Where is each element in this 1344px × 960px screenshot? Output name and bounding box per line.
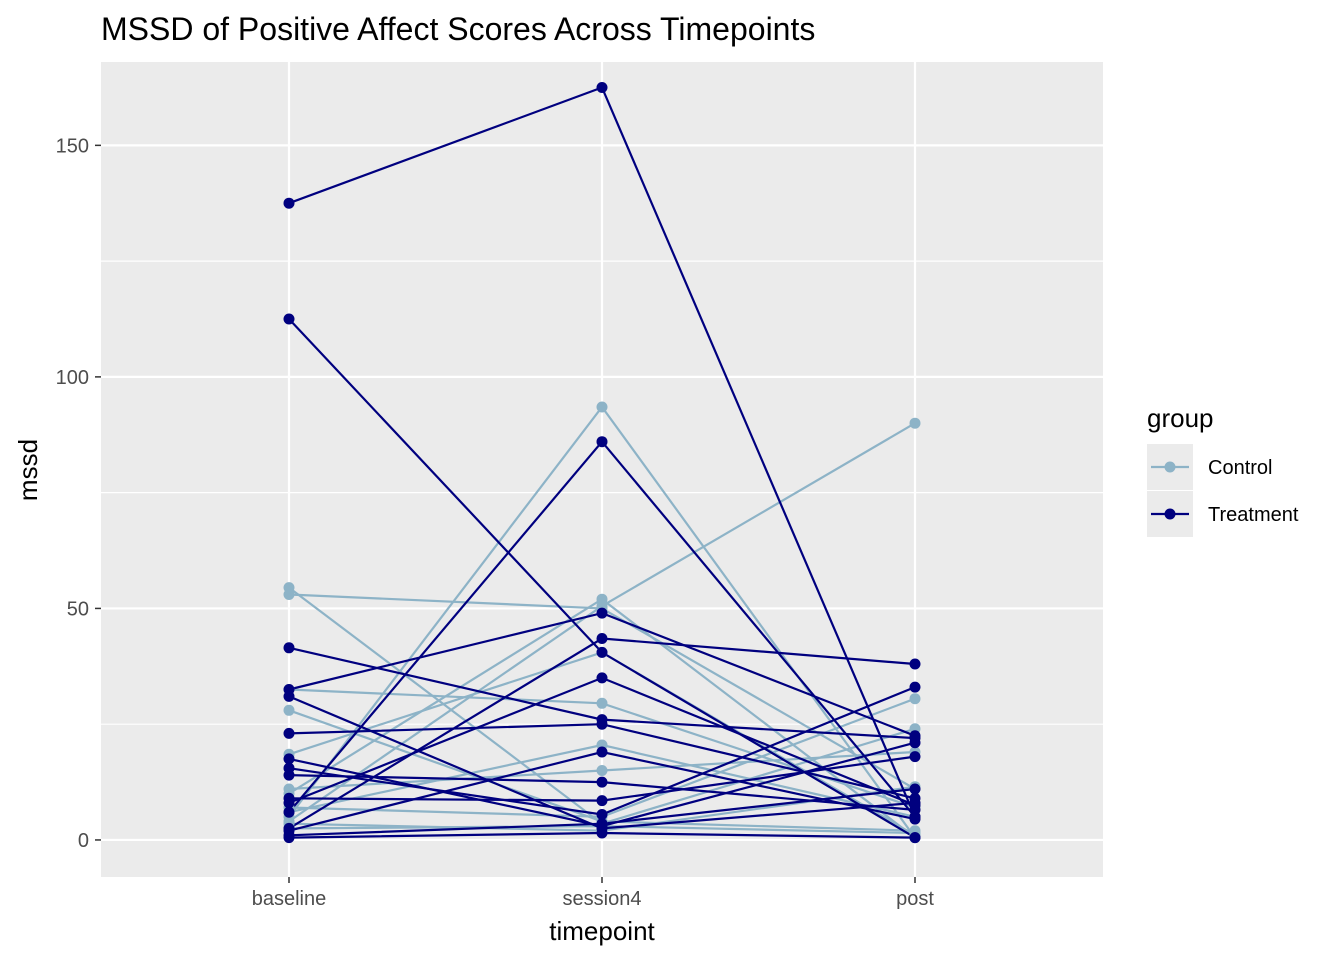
data-point-treatment-20-session4	[596, 809, 608, 820]
data-point-control-5-session4	[596, 765, 608, 776]
data-point-treatment-23-baseline	[283, 797, 295, 809]
data-point-treatment-17-baseline	[283, 690, 295, 702]
data-point-treatment-25-session4	[596, 633, 608, 644]
x-tick-label-session4: session4	[563, 888, 642, 910]
x-axis: baseline session4 post	[252, 877, 934, 910]
data-point-treatment-13-session4	[596, 82, 608, 93]
x-tick-label-baseline: baseline	[252, 888, 327, 910]
data-point-treatment-26-post	[909, 813, 921, 825]
data-point-treatment-24-session4	[596, 436, 608, 448]
y-tick-label: 0	[78, 830, 89, 852]
data-point-control-1-baseline	[283, 589, 295, 600]
data-point-treatment-24-baseline	[283, 806, 295, 818]
data-point-treatment-16-session4	[596, 607, 608, 619]
data-point-control-9-session4	[596, 401, 608, 413]
y-tick-label: 150	[56, 135, 89, 157]
y-axis-title: mssd	[13, 439, 43, 501]
data-point-treatment-21-session4	[596, 776, 608, 788]
legend: group Control Treatment	[1147, 403, 1299, 537]
data-point-treatment-27-post	[909, 783, 921, 795]
y-tick-label: 50	[67, 598, 89, 620]
y-tick-label: 100	[56, 367, 89, 389]
data-point-treatment-20-post	[909, 681, 921, 693]
data-point-control-7-post	[909, 693, 921, 705]
data-point-control-3-baseline	[283, 704, 295, 716]
y-axis: 0 50 100 150	[56, 135, 101, 852]
data-point-treatment-14-baseline	[283, 313, 295, 325]
legend-key-point-treatment	[1164, 508, 1176, 520]
data-point-treatment-23-post	[909, 799, 921, 811]
data-point-treatment-18-session4	[596, 718, 608, 730]
data-point-treatment-27-session4	[596, 818, 608, 830]
legend-label-control: Control	[1208, 457, 1272, 479]
legend-key-point-control	[1164, 461, 1176, 473]
data-point-control-10-post	[909, 417, 921, 429]
data-point-treatment-18-baseline	[283, 727, 295, 739]
x-tick-label-post: post	[896, 888, 934, 910]
data-point-treatment-22-post	[909, 751, 921, 763]
data-point-treatment-21-baseline	[283, 769, 295, 781]
data-point-treatment-22-session4	[596, 795, 608, 807]
data-point-treatment-28-session4	[596, 827, 608, 839]
data-point-treatment-28-baseline	[283, 832, 295, 844]
data-point-treatment-26-session4	[596, 746, 608, 758]
data-point-treatment-19-post	[909, 737, 921, 749]
data-point-treatment-15-baseline	[283, 642, 295, 654]
legend-title: group	[1147, 403, 1214, 433]
data-point-treatment-14-session4	[596, 646, 608, 658]
legend-label-treatment: Treatment	[1208, 504, 1299, 526]
data-point-control-2-session4	[596, 697, 608, 709]
data-point-treatment-23-session4	[596, 672, 608, 684]
data-point-treatment-28-post	[909, 832, 921, 844]
x-axis-title: timepoint	[549, 916, 655, 946]
data-point-treatment-13-baseline	[283, 197, 295, 209]
chart-title: MSSD of Positive Affect Scores Across Ti…	[101, 11, 815, 47]
series-points	[283, 82, 921, 844]
data-point-treatment-25-post	[909, 658, 921, 670]
data-point-treatment-19-baseline	[283, 753, 295, 765]
